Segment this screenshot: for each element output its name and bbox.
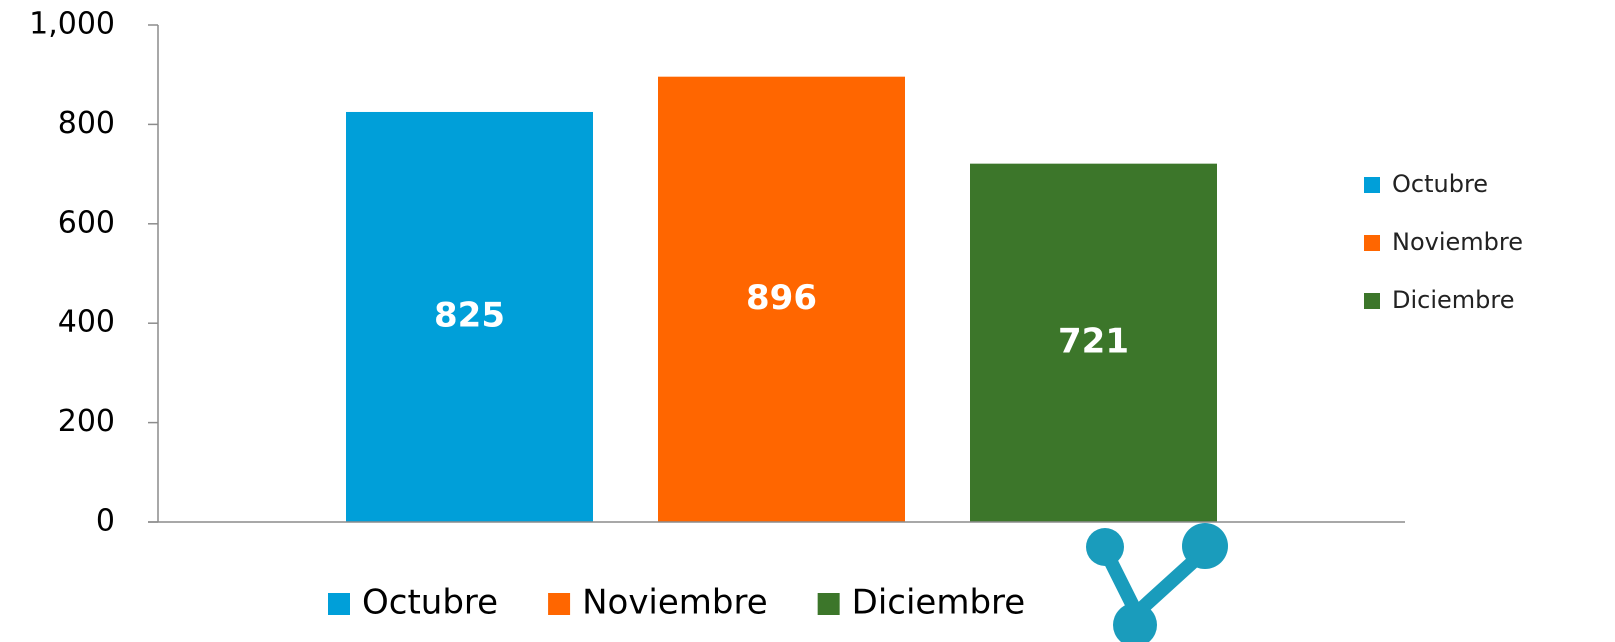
legend-label: Noviembre [1392,228,1523,256]
bar [346,111,593,522]
y-tick-label: 200 [58,404,115,439]
legend-swatch [1364,293,1380,309]
data-label: 721 [1058,321,1129,361]
logo [1086,523,1228,642]
bar [658,76,905,523]
y-tick-label: 600 [58,205,115,240]
data-label: 896 [746,278,817,318]
bar [970,163,1217,522]
y-tick-label: 400 [58,305,115,340]
legend-swatch [328,593,350,615]
legend-label: Diciembre [1392,286,1515,314]
legend-label: Noviembre [582,583,768,623]
y-tick-label: 0 [96,504,115,539]
legend-label: Diciembre [852,583,1026,623]
y-tick-label: 800 [58,106,115,141]
legend-label: Octubre [1392,170,1488,198]
legend-swatch [1364,235,1380,251]
legend-swatch [817,593,840,615]
legend-swatch [1364,177,1380,193]
data-label: 825 [434,295,505,335]
y-tick-label: 1,000 [29,7,115,42]
legend-label: Octubre [362,583,498,623]
legend-swatch [548,593,571,615]
